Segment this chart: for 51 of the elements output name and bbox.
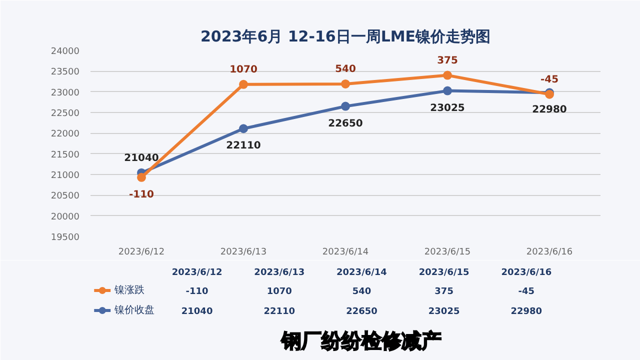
point bbox=[239, 80, 248, 89]
x-tick-label: 2023/6/16 bbox=[526, 248, 573, 258]
y-tick-label: 22500 bbox=[50, 109, 80, 119]
y-tick-label: 22000 bbox=[50, 130, 80, 140]
y-tick-label: 21500 bbox=[50, 150, 80, 160]
x-tick-label: 2023/6/15 bbox=[424, 248, 471, 258]
point bbox=[443, 86, 452, 96]
x-tick-label: 2023/6/12 bbox=[118, 248, 165, 258]
y-tick-label: 23500 bbox=[50, 68, 80, 78]
text: 540 bbox=[352, 287, 372, 297]
y-tick-label: 20000 bbox=[50, 212, 80, 222]
point bbox=[443, 70, 452, 80]
point bbox=[341, 79, 350, 88]
annotation: -45 bbox=[540, 74, 559, 86]
category-label: 2023/6/15 bbox=[418, 268, 470, 278]
annotation: -110 bbox=[128, 189, 154, 200]
y-tick-label: 20500 bbox=[50, 192, 80, 202]
text: 22980 bbox=[510, 307, 542, 317]
data-label: 22980 bbox=[532, 104, 567, 116]
text: 钢厂纷纷检修减产 bbox=[280, 328, 442, 352]
legend-label: 镍价收盘 bbox=[114, 304, 155, 316]
point bbox=[341, 102, 350, 111]
text: -45 bbox=[518, 287, 535, 297]
text: -110 bbox=[186, 287, 208, 297]
annotation: 1070 bbox=[230, 64, 258, 76]
text: 23025 bbox=[428, 307, 460, 317]
y-tick-label: 19500 bbox=[50, 233, 80, 243]
x-tick-label: 2023/6/14 bbox=[322, 248, 369, 258]
data-label: 23025 bbox=[430, 102, 465, 114]
chart-title: 2023年6月 12-16日一周LME镍价走势图 bbox=[200, 28, 491, 46]
annotation: 375 bbox=[437, 55, 458, 66]
text: 21040 bbox=[181, 307, 213, 317]
y-tick-label: 24000 bbox=[50, 47, 80, 57]
point bbox=[137, 172, 146, 182]
x-tick-label: 2023/6/13 bbox=[220, 248, 267, 258]
point bbox=[239, 124, 248, 134]
data-label: 22110 bbox=[226, 140, 261, 152]
data-label: 21040 bbox=[124, 152, 159, 164]
legend-label: 镍涨跌 bbox=[114, 284, 145, 296]
text: 1070 bbox=[266, 287, 292, 297]
category-label: 2023/6/12 bbox=[172, 268, 222, 278]
category-label: 2023/6/16 bbox=[501, 268, 552, 278]
category-label: 2023/6/14 bbox=[336, 268, 387, 278]
annotation: 540 bbox=[335, 64, 356, 75]
text: 375 bbox=[434, 287, 454, 297]
y-tick-label: 21000 bbox=[50, 171, 80, 181]
category-label: 2023/6/13 bbox=[254, 268, 305, 278]
text: 22110 bbox=[264, 307, 296, 317]
data-label: 22650 bbox=[328, 118, 363, 130]
text: 22650 bbox=[346, 307, 378, 317]
y-tick-label: 23000 bbox=[50, 88, 80, 98]
